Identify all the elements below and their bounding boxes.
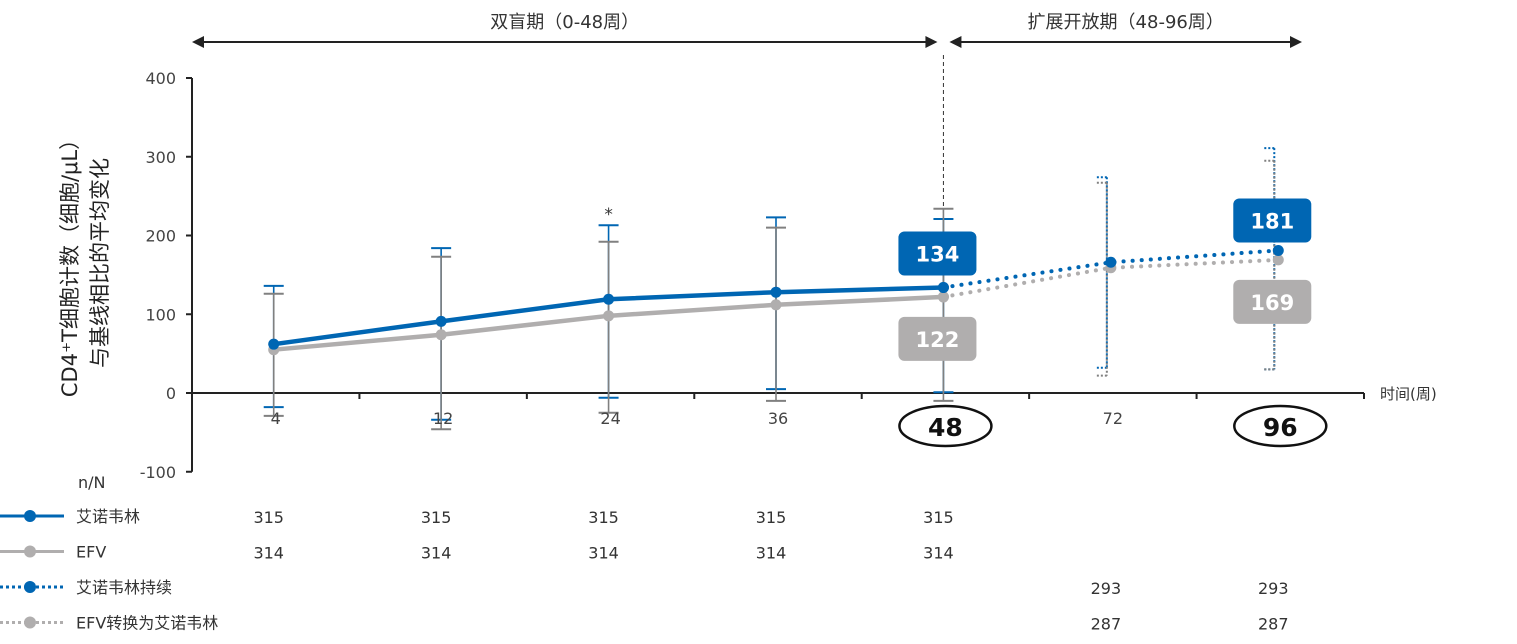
legend-marker (24, 545, 36, 558)
arrow-head-left (949, 36, 962, 48)
y-tick-label: -100 (140, 463, 176, 482)
y-tick-label: 100 (145, 305, 176, 324)
data-point (435, 329, 447, 341)
data-label-box (898, 231, 977, 276)
legend-marker (24, 581, 36, 593)
n-count: 315 (588, 508, 619, 527)
arrow-head-right (1290, 36, 1302, 48)
x-tick-label: 36 (768, 409, 788, 428)
arrow-head-left (192, 36, 204, 48)
n-label: n/N (78, 473, 106, 492)
data-point (770, 286, 782, 298)
legend-label: 艾诺韦林持续 (76, 578, 172, 597)
data-point (1105, 256, 1117, 268)
y-tick-label: 200 (145, 227, 176, 246)
n-count: 314 (756, 544, 787, 563)
y-tick-label: 0 (166, 384, 176, 403)
data-point (435, 315, 447, 327)
x-tick-label: 72 (1103, 409, 1123, 428)
legend-label: EFV转换为艾诺韦林 (76, 614, 218, 633)
n-count: 293 (1091, 579, 1122, 598)
legend-marker (24, 616, 36, 629)
data-point (1272, 244, 1284, 256)
data-label-box (1233, 198, 1312, 243)
period-label: 双盲期（0-48周） (490, 12, 639, 33)
y-axis-label: CD4⁺T细胞计数（细胞/μL） (58, 129, 82, 397)
x-tick-label: 4 (271, 409, 281, 428)
n-count: 315 (253, 508, 284, 527)
data-point (603, 310, 615, 322)
n-count: 315 (421, 508, 452, 527)
data-point (937, 291, 949, 303)
x-axis-label: 时间(周) (1380, 385, 1437, 403)
highlight-ellipse (898, 404, 993, 448)
period-label: 扩展开放期（48-96周） (1028, 12, 1224, 33)
x-tick-label: 12 (433, 409, 453, 428)
x-tick-label: 24 (600, 409, 620, 428)
data-point (268, 338, 280, 350)
y-tick-label: 300 (145, 148, 176, 167)
n-count: 315 (756, 508, 787, 527)
n-count: 293 (1258, 579, 1289, 598)
n-count: 287 (1091, 615, 1122, 634)
y-tick-label: 400 (145, 69, 176, 88)
x-tick-label: 48 (928, 413, 963, 442)
data-label: 181 (1250, 209, 1294, 233)
series-line (941, 248, 1281, 290)
highlight-ellipse (1233, 404, 1328, 448)
n-count: 314 (588, 544, 619, 563)
n-count: 315 (923, 508, 954, 527)
legend-marker (24, 510, 36, 522)
data-label: 122 (916, 328, 960, 352)
n-count: 287 (1258, 615, 1289, 634)
data-label-box (898, 316, 977, 361)
legend-label: EFV (76, 543, 106, 562)
y-axis-label-2: 与基线相比的平均变化 (88, 158, 112, 368)
n-count: 314 (253, 544, 284, 563)
data-label: 134 (916, 242, 960, 266)
series-line (941, 257, 1281, 299)
x-tick-label: 96 (1263, 413, 1298, 442)
n-count: 314 (923, 544, 954, 563)
significance-asterisk: * (604, 205, 613, 225)
data-label: 169 (1250, 291, 1294, 315)
arrow-head-right (925, 36, 938, 48)
data-point (937, 281, 949, 293)
data-point (770, 299, 782, 311)
legend-label: 艾诺韦林 (76, 507, 140, 526)
data-point (603, 293, 615, 305)
n-count: 314 (421, 544, 452, 563)
data-label-box (1233, 279, 1312, 324)
data-point (1272, 254, 1284, 266)
